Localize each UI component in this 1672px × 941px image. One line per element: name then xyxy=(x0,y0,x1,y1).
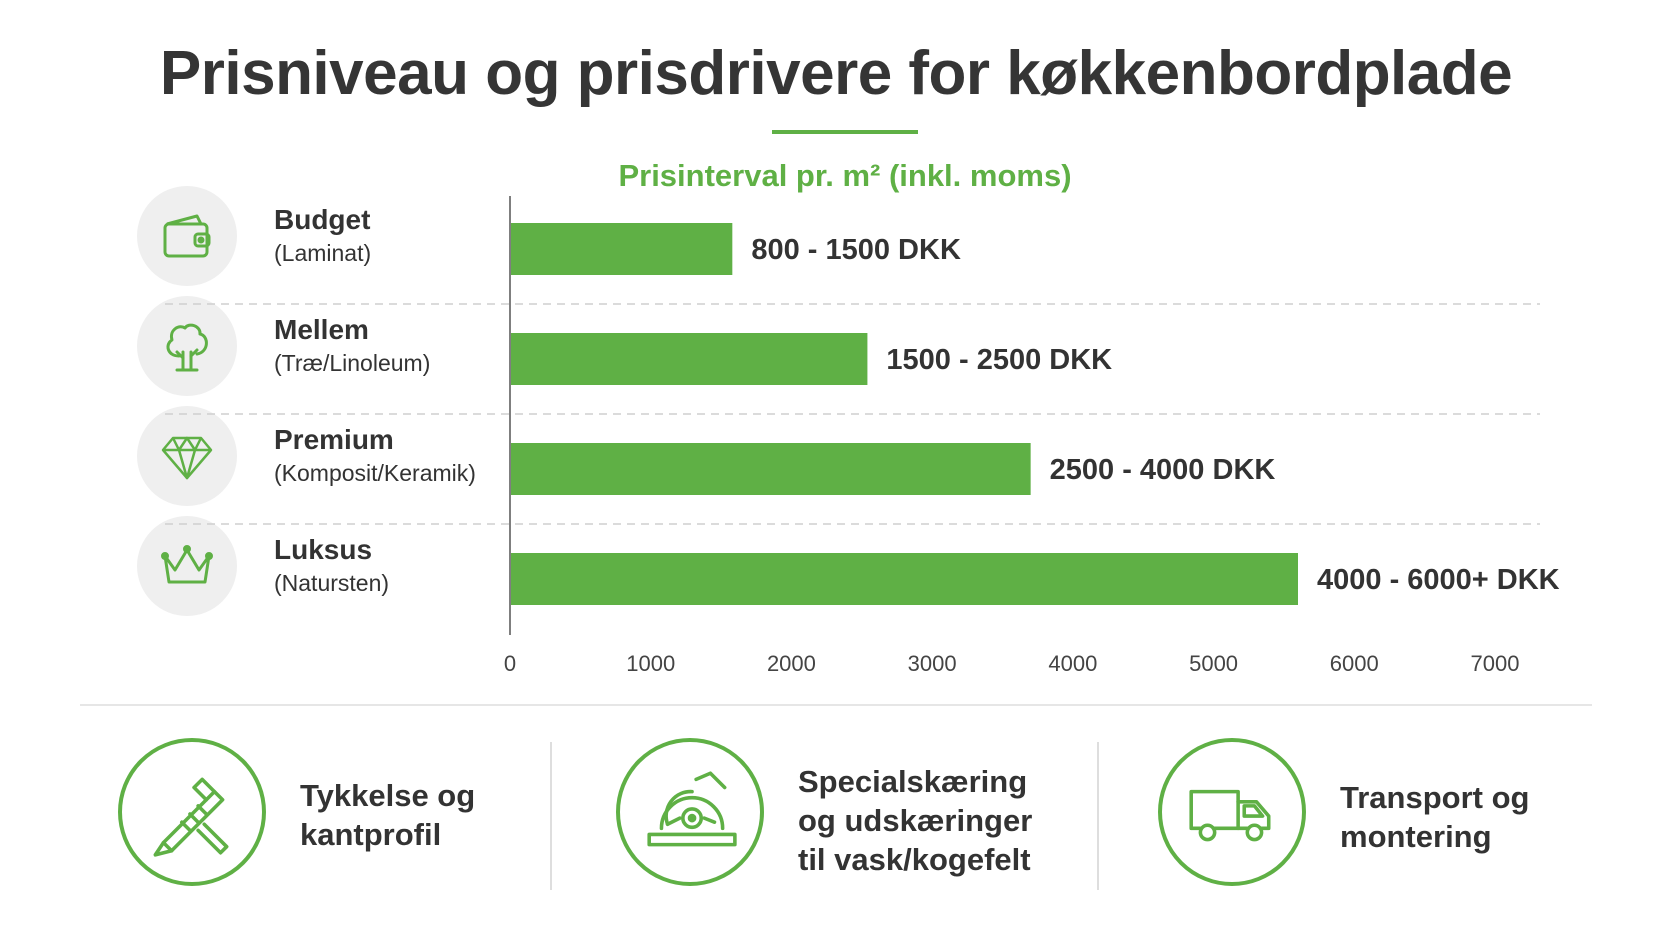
driver-separator xyxy=(550,742,552,890)
diamond-icon xyxy=(137,406,237,506)
x-tick-label: 4000 xyxy=(1048,651,1097,676)
x-tick-label: 2000 xyxy=(767,651,816,676)
circular-saw-icon xyxy=(616,738,764,886)
price-bar-chart: 0 1000 2000 3000 4000 5000 6000 7000 800 - 1500… xyxy=(165,196,1560,676)
category-subtitle: (Laminat) xyxy=(274,240,372,266)
truck-icon xyxy=(1158,738,1306,886)
category-subtitle: (Træ/Linoleum) xyxy=(274,350,431,376)
x-tick-label: 3000 xyxy=(908,651,957,676)
category-luksus: Luksus (Natursten) xyxy=(137,516,507,616)
title-underline xyxy=(772,130,918,134)
caliper-icon xyxy=(118,738,266,886)
x-tick-label: 6000 xyxy=(1330,651,1379,676)
chart-title: Prisinterval pr. m² (inkl. moms) xyxy=(618,158,1072,193)
bar-premium xyxy=(511,443,1031,495)
bar-luksus xyxy=(511,553,1298,605)
wallet-icon xyxy=(137,186,237,286)
category-mellem: Mellem (Træ/Linoleum) xyxy=(137,296,507,396)
category-subtitle: (Natursten) xyxy=(274,570,390,596)
driver-thickness: Tykkelse og kantprofil xyxy=(118,738,558,898)
driver-special-cutting: Specialskæring og udskæringer til vask/k… xyxy=(616,738,1066,898)
page-title: Prisniveau og prisdrivere for køkkenbord… xyxy=(159,39,1513,108)
tree-icon xyxy=(137,296,237,396)
category-name: Budget xyxy=(274,204,371,235)
driver-label: Specialskæring og udskæringer til vask/k… xyxy=(798,764,1033,877)
section-divider xyxy=(80,704,1592,706)
driver-separator xyxy=(1097,742,1099,890)
x-tick-label: 0 xyxy=(504,651,516,676)
driver-label: Tykkelse og kantprofil xyxy=(300,778,476,852)
driver-transport: Transport og montering xyxy=(1158,738,1578,898)
category-name: Premium xyxy=(274,424,394,455)
bar-data-label: 800 - 1500 DKK xyxy=(751,234,961,266)
x-tick-label: 1000 xyxy=(626,651,675,676)
bar-data-label: 4000 - 6000+ DKK xyxy=(1317,564,1560,596)
crown-icon xyxy=(137,516,237,616)
bar-data-label: 1500 - 2500 DKK xyxy=(886,344,1112,376)
driver-label: Transport og montering xyxy=(1340,780,1530,854)
bar-budget xyxy=(511,223,733,275)
bar-data-label: 2500 - 4000 DKK xyxy=(1050,454,1276,486)
category-name: Luksus xyxy=(274,534,373,565)
category-name: Mellem xyxy=(274,314,369,345)
x-tick-label: 7000 xyxy=(1471,651,1520,676)
category-budget: Budget (Laminat) xyxy=(137,186,507,286)
x-tick-label: 5000 xyxy=(1189,651,1238,676)
category-premium: Premium (Komposit/Keramik) xyxy=(137,406,507,506)
bar-mellem xyxy=(511,333,868,385)
category-subtitle: (Komposit/Keramik) xyxy=(274,460,476,486)
